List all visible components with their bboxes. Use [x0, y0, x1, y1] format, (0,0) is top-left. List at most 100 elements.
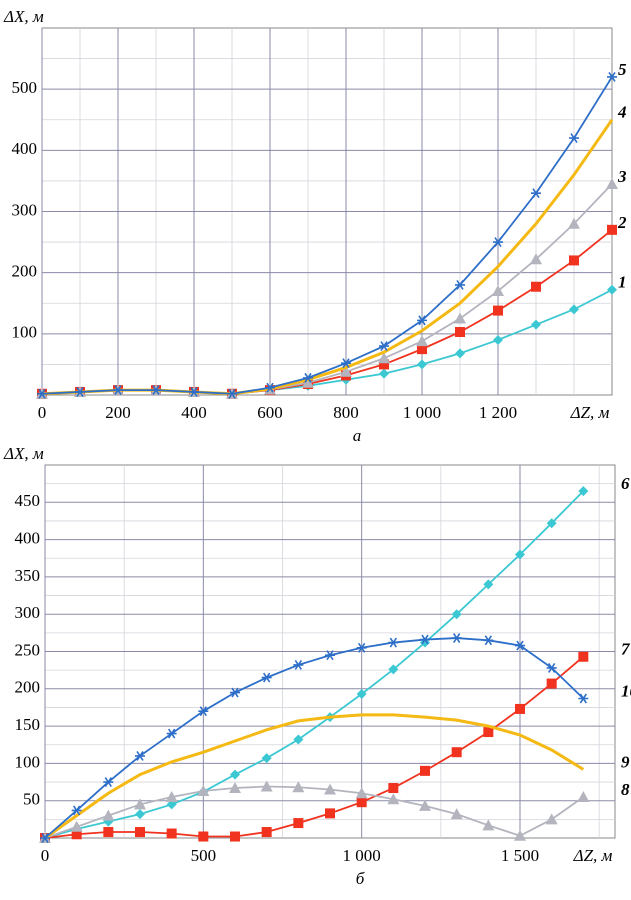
marker: [325, 650, 335, 661]
x-tick-label: 500: [191, 846, 217, 865]
marker: [71, 829, 82, 840]
marker: [261, 753, 272, 764]
x-axis-label: ΔZ, м: [570, 403, 610, 422]
y-tick-label: 100: [15, 752, 41, 771]
marker: [166, 828, 177, 839]
marker: [75, 386, 85, 397]
marker: [606, 177, 618, 189]
marker: [483, 579, 494, 590]
y-tick-label: 100: [12, 323, 38, 342]
marker: [455, 326, 465, 337]
series-label: 1: [618, 273, 627, 292]
marker: [70, 820, 83, 832]
x-tick-label: 200: [105, 403, 131, 422]
marker: [483, 727, 494, 738]
y-tick-label: 400: [12, 139, 38, 158]
marker: [451, 609, 462, 620]
marker: [303, 372, 313, 383]
series-label: 4: [617, 103, 627, 122]
marker: [607, 224, 617, 235]
marker: [325, 808, 335, 819]
marker: [578, 693, 589, 704]
y-tick-label: 300: [15, 603, 41, 622]
marker: [198, 706, 209, 717]
y-tick-label: 50: [23, 790, 40, 809]
marker: [260, 780, 273, 792]
marker: [546, 678, 557, 689]
series-label: 7: [621, 640, 631, 659]
x-tick-label: 0: [38, 403, 47, 422]
marker: [293, 818, 304, 829]
marker: [197, 785, 210, 797]
marker: [37, 388, 47, 399]
marker: [388, 637, 399, 648]
marker: [483, 635, 494, 646]
marker: [379, 359, 389, 370]
y-tick-label: 250: [15, 640, 41, 659]
marker: [293, 734, 304, 745]
panel-caption: а: [353, 426, 362, 445]
marker: [230, 831, 240, 842]
y-tick-label: 200: [12, 262, 38, 281]
marker: [230, 687, 240, 698]
marker: [493, 334, 503, 345]
x-tick-label: 1 200: [479, 403, 517, 422]
x-tick-label: 1 000: [343, 846, 381, 865]
series-label: 2: [617, 213, 627, 232]
x-tick-label: 1 500: [501, 846, 539, 865]
x-axis-label: ΔZ, м: [573, 846, 613, 865]
series-label: 6: [621, 474, 630, 493]
marker: [261, 672, 272, 683]
x-tick-label: 600: [257, 403, 283, 422]
marker: [324, 783, 336, 795]
marker: [378, 352, 390, 364]
marker: [134, 798, 146, 810]
y-tick-label: 450: [15, 491, 41, 510]
marker: [40, 833, 50, 843]
y-tick-label: 500: [12, 78, 38, 97]
marker: [451, 633, 462, 644]
marker: [302, 376, 314, 388]
marker: [455, 348, 465, 359]
y-tick-label: 200: [15, 678, 41, 697]
marker: [379, 341, 389, 352]
x-tick-label: 1 000: [403, 403, 441, 422]
marker: [341, 358, 351, 369]
x-tick-label: 800: [333, 403, 359, 422]
marker: [607, 71, 617, 82]
panel-caption: б: [356, 869, 365, 888]
marker: [166, 728, 177, 739]
marker: [135, 809, 145, 820]
marker: [379, 368, 389, 379]
marker: [569, 304, 579, 315]
marker: [387, 793, 400, 805]
marker: [198, 831, 209, 842]
marker: [165, 790, 178, 802]
marker: [135, 827, 145, 838]
marker: [227, 388, 237, 399]
marker: [71, 805, 82, 816]
marker: [530, 253, 542, 265]
marker: [450, 808, 463, 820]
marker: [355, 787, 368, 799]
marker: [569, 133, 579, 144]
series-label: 10: [621, 681, 631, 700]
x-tick-label: 0: [41, 846, 50, 865]
marker: [388, 664, 399, 675]
marker: [420, 765, 430, 776]
marker: [568, 217, 580, 229]
marker: [531, 319, 541, 330]
marker: [356, 689, 367, 700]
marker: [515, 640, 525, 651]
marker: [417, 315, 427, 326]
marker: [454, 312, 466, 324]
marker: [103, 827, 114, 838]
series-line: [44, 713, 585, 840]
series-label: 5: [618, 60, 627, 79]
series-line: [44, 490, 584, 839]
marker: [230, 769, 240, 780]
marker: [531, 188, 541, 199]
marker: [531, 281, 541, 292]
series-label: 8: [621, 780, 630, 799]
